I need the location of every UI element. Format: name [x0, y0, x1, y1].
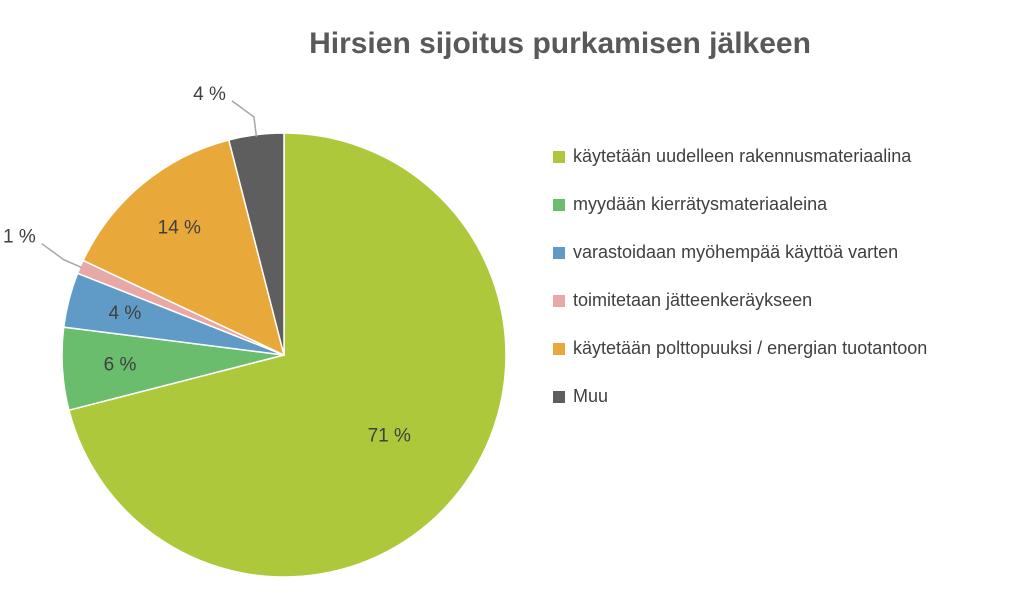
legend-label: käytetään uudelleen rakennusmateriaalina	[573, 146, 912, 166]
pie-slice	[68, 132, 507, 578]
legend-swatch	[553, 343, 565, 355]
legend-label: myydään kierrätysmateriaaleina	[573, 194, 828, 214]
data-label: 4 %	[109, 303, 142, 324]
data-label: 14 %	[158, 217, 201, 238]
legend-swatch	[553, 151, 565, 163]
data-label: 71 %	[368, 426, 411, 447]
legend-swatch	[553, 295, 565, 307]
data-label: 4 %	[193, 84, 226, 105]
legend-swatch	[553, 391, 565, 403]
legend-swatch	[553, 199, 565, 211]
legend-label: Muu	[573, 386, 608, 406]
data-label: 6 %	[104, 354, 137, 375]
chart-title: Hirsien sijoitus purkamisen jälkeen	[309, 27, 811, 60]
leader-line	[231, 100, 258, 137]
pie-slice	[82, 139, 286, 357]
data-label: 1 %	[3, 227, 36, 248]
legend-label: varastoidaan myöhempää käyttöä varten	[573, 242, 898, 262]
legend-label: käytetään polttopuuksi / energian tuotan…	[573, 338, 927, 358]
leader-line	[41, 243, 83, 269]
legend-swatch	[553, 247, 565, 259]
legend-label: toimitetaan jätteenkeräykseen	[573, 290, 812, 310]
